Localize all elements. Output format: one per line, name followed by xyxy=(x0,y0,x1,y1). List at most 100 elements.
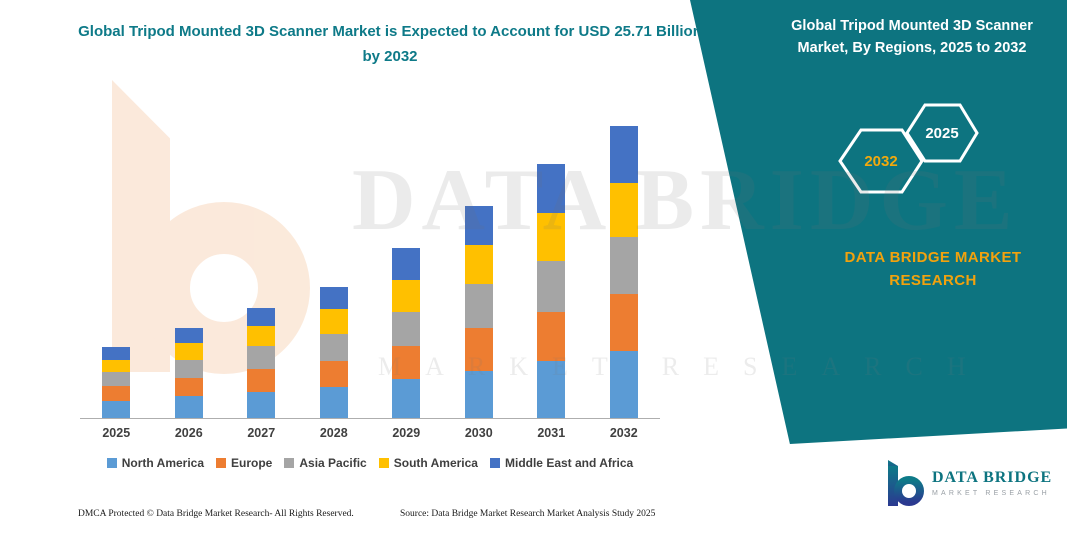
stacked-bar-2026 xyxy=(174,328,203,418)
segment-asia-pacific xyxy=(102,372,131,387)
hexagon-2025: 2025 xyxy=(904,102,980,164)
segment-south-america xyxy=(464,245,493,284)
legend-swatch-icon xyxy=(489,458,500,468)
segment-europe xyxy=(609,294,638,351)
segment-south-america xyxy=(319,308,348,334)
stacked-bar-2031 xyxy=(537,164,566,418)
segment-middle-east-and-africa xyxy=(319,287,348,309)
stacked-bar-2030 xyxy=(464,206,493,418)
bar-column-2030 xyxy=(443,88,516,418)
x-tick-label: 2026 xyxy=(174,426,203,440)
segment-europe xyxy=(537,312,566,362)
legend-label: South America xyxy=(393,456,478,470)
legend-item-south-america: South America xyxy=(378,456,478,470)
segment-middle-east-and-africa xyxy=(392,248,421,281)
hexagon-2025-label: 2025 xyxy=(925,124,959,142)
segment-asia-pacific xyxy=(174,360,203,379)
x-tick-label: 2032 xyxy=(609,426,638,440)
brand-wordmark: DATA BRIDGE MARKET RESEARCH xyxy=(844,249,1022,290)
segment-middle-east-and-africa xyxy=(537,164,566,214)
data-bridge-logo: DATA BRIDGE MARKET RESEARCH xyxy=(886,460,1052,506)
segment-middle-east-and-africa xyxy=(102,347,131,360)
segment-south-america xyxy=(537,213,566,262)
segment-north-america xyxy=(609,350,638,418)
x-labels: 2025 2026 2027 2028 2029 2030 2031 2032 xyxy=(80,426,660,440)
data-bridge-b-icon xyxy=(888,460,924,506)
segment-middle-east-and-africa xyxy=(464,206,493,246)
hexagon-2032-label: 2032 xyxy=(864,152,898,170)
segment-north-america xyxy=(102,400,131,418)
x-tick-label: 2025 xyxy=(102,426,131,440)
segment-south-america xyxy=(392,280,421,313)
segment-middle-east-and-africa xyxy=(174,328,203,343)
bar-column-2029 xyxy=(370,88,443,418)
bar-column-2027 xyxy=(225,88,298,418)
plot-area xyxy=(80,88,660,419)
segment-middle-east-and-africa xyxy=(609,125,638,183)
legend-item-europe: Europe xyxy=(216,456,272,470)
segment-europe xyxy=(247,369,276,392)
segment-south-america xyxy=(247,325,276,347)
segment-asia-pacific xyxy=(247,346,276,370)
side-panel: Global Tripod Mounted 3D Scanner Market,… xyxy=(690,0,1067,444)
x-tick-label: 2029 xyxy=(392,426,421,440)
legend-label: Europe xyxy=(231,456,273,470)
logo-name: DATA BRIDGE xyxy=(932,469,1053,486)
logo-text-block: DATA BRIDGE MARKET RESEARCH xyxy=(932,469,1052,497)
stacked-bar-2029 xyxy=(392,248,421,418)
segment-north-america xyxy=(392,379,421,418)
x-tick-label: 2027 xyxy=(247,426,276,440)
source-note: Source: Data Bridge Market Research Mark… xyxy=(400,509,656,519)
segment-south-america xyxy=(609,182,638,238)
data-bridge-b-watermark-icon xyxy=(112,80,342,380)
segment-north-america xyxy=(247,391,276,418)
segment-north-america xyxy=(174,396,203,418)
bar-column-2025 xyxy=(80,88,153,418)
legend-swatch-icon xyxy=(216,458,227,468)
stacked-bar-2025 xyxy=(102,347,131,418)
segment-europe xyxy=(464,328,493,372)
legend-label: Middle East and Africa xyxy=(504,456,634,470)
x-tick-label: 2031 xyxy=(537,426,566,440)
segment-north-america xyxy=(537,361,566,418)
legend-swatch-icon xyxy=(378,458,389,468)
segment-asia-pacific xyxy=(609,237,638,295)
bar-column-2032 xyxy=(588,88,661,418)
chart-legend: North America Europe Asia Pacific South Ame… xyxy=(80,456,660,470)
segment-europe xyxy=(174,378,203,397)
legend-item-middle-east-and-africa: Middle East and Africa xyxy=(489,456,634,470)
legend-label: Asia Pacific xyxy=(299,456,367,470)
segment-north-america xyxy=(464,371,493,418)
logo-subtitle: MARKET RESEARCH xyxy=(932,490,1050,497)
legend-item-north-america: North America xyxy=(106,456,205,470)
page-title: Global Tripod Mounted 3D Scanner Market … xyxy=(78,23,702,65)
legend-item-asia-pacific: Asia Pacific xyxy=(284,456,367,470)
stacked-bar-2028 xyxy=(319,287,348,418)
hexagon-2032: 2032 xyxy=(836,126,926,196)
segment-south-america xyxy=(102,359,131,373)
segment-middle-east-and-africa xyxy=(247,307,276,326)
bar-column-2028 xyxy=(298,88,371,418)
segment-europe xyxy=(102,386,131,401)
stacked-bar-2032 xyxy=(609,125,638,418)
segment-asia-pacific xyxy=(537,261,566,313)
segment-asia-pacific xyxy=(319,333,348,362)
legend-swatch-icon xyxy=(284,458,295,468)
hexagon-outline-icon xyxy=(905,103,979,163)
x-tick-label: 2030 xyxy=(464,426,493,440)
segment-south-america xyxy=(174,342,203,361)
x-tick-label: 2028 xyxy=(319,426,348,440)
legend-swatch-icon xyxy=(106,458,117,468)
segment-asia-pacific xyxy=(392,312,421,347)
segment-europe xyxy=(392,346,421,380)
bar-column-2026 xyxy=(153,88,226,418)
segment-europe xyxy=(319,361,348,388)
segment-asia-pacific xyxy=(464,283,493,329)
stacked-bar-chart: 2025 2026 2027 2028 2029 2030 2031 2032 North A… xyxy=(80,88,660,470)
stacked-bar-2027 xyxy=(247,307,276,418)
hexagon-outline-icon xyxy=(838,128,924,194)
side-panel-title: Global Tripod Mounted 3D Scanner Market,… xyxy=(791,18,1033,56)
legend-label: North America xyxy=(121,456,205,470)
dmca-notice: DMCA Protected © Data Bridge Market Rese… xyxy=(78,509,354,519)
